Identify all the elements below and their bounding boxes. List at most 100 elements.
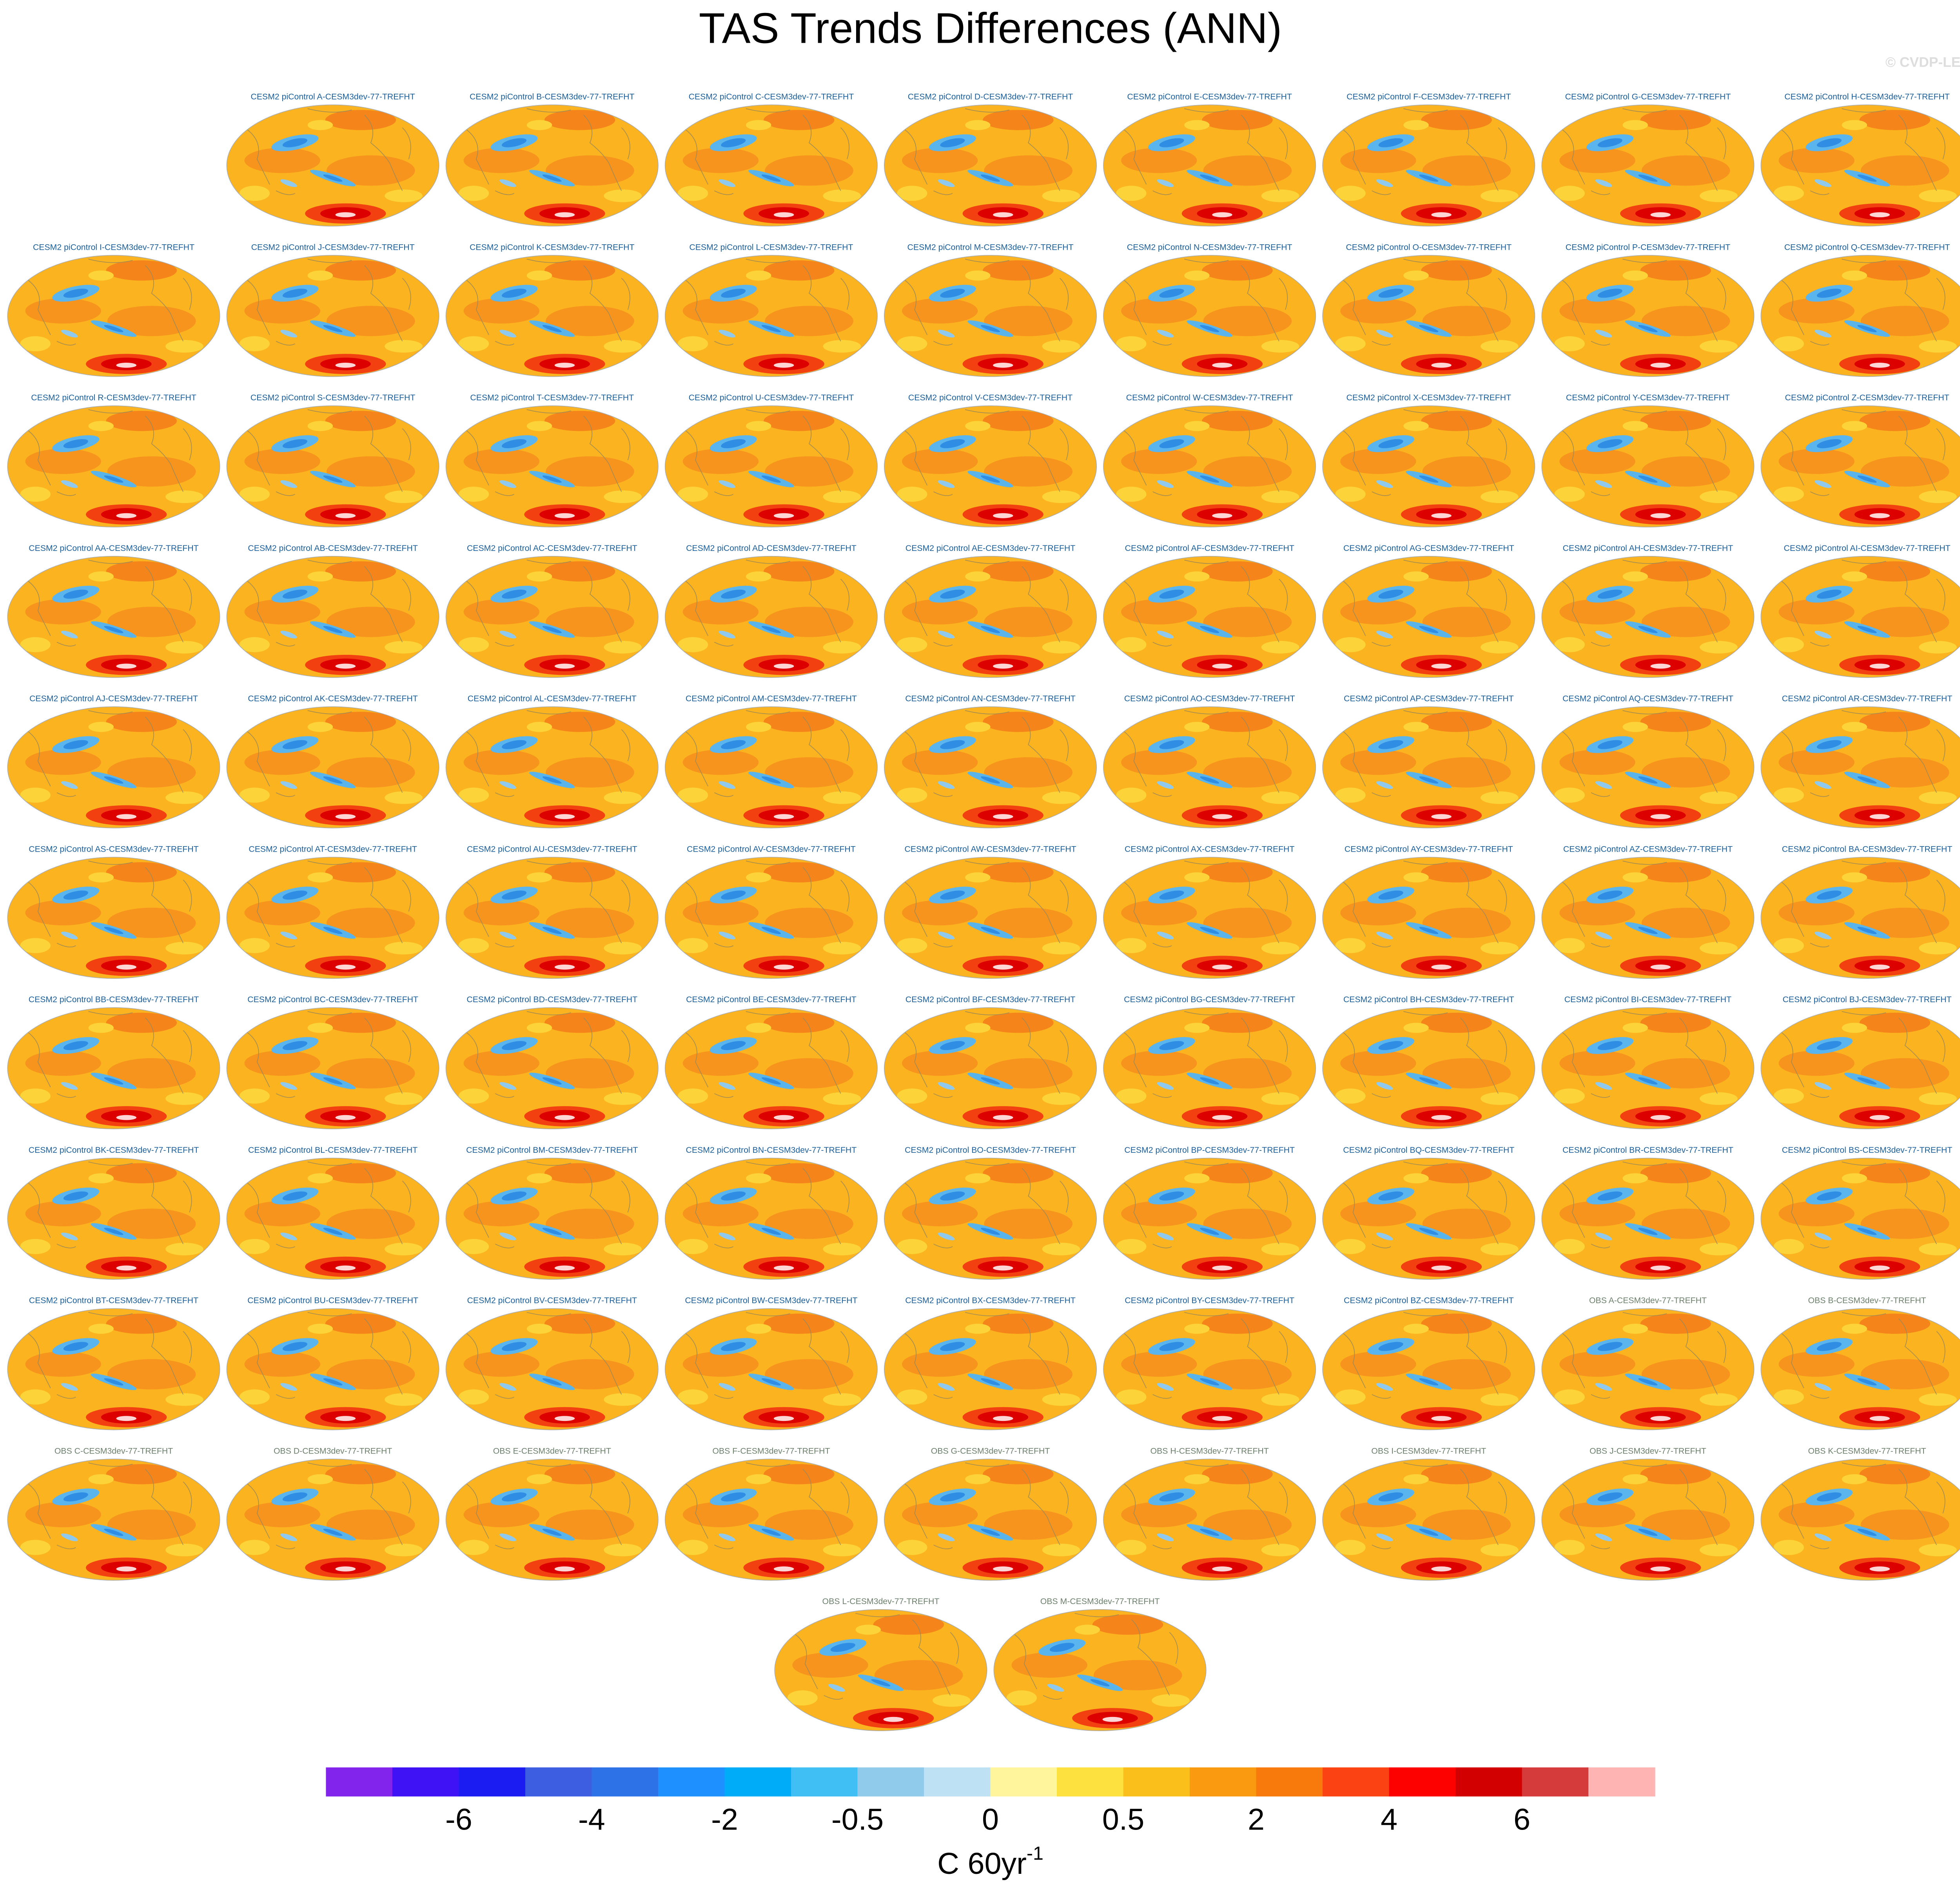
map-panel <box>883 1458 1098 1582</box>
colorbar-box <box>791 1767 858 1797</box>
map-panel <box>1760 104 1960 227</box>
panel-label: OBS J-CESM3dev-77-TREFHT <box>1590 1446 1706 1455</box>
panel-label: CESM2 piControl BD-CESM3dev-77-TREFHT <box>466 995 637 1004</box>
map-panel <box>6 705 221 829</box>
panel-label: CESM2 piControl BI-CESM3dev-77-TREFHT <box>1564 995 1731 1004</box>
colorbar-tick-label: 6 <box>1514 1803 1530 1837</box>
title: TAS Trends Differences (ANN) <box>699 4 1282 52</box>
map-panel <box>225 555 440 679</box>
panel-label: CESM2 piControl J-CESM3dev-77-TREFHT <box>251 242 415 252</box>
map-panel <box>664 1307 878 1431</box>
map-panel <box>225 1157 440 1281</box>
panel-label: CESM2 piControl R-CESM3dev-77-TREFHT <box>31 393 196 402</box>
map-panel <box>1321 1157 1536 1281</box>
panel-label: CESM2 piControl BQ-CESM3dev-77-TREFHT <box>1343 1145 1514 1155</box>
panel-label: OBS M-CESM3dev-77-TREFHT <box>1040 1597 1160 1606</box>
map-panel <box>445 705 659 829</box>
map-panel <box>1760 1307 1960 1431</box>
panel-label: CESM2 piControl AX-CESM3dev-77-TREFHT <box>1125 844 1294 854</box>
map-panel <box>1102 1458 1317 1582</box>
map-panel <box>1321 705 1536 829</box>
panel-label: CESM2 piControl AU-CESM3dev-77-TREFHT <box>467 844 637 854</box>
panel-label: CESM2 piControl AD-CESM3dev-77-TREFHT <box>686 543 857 553</box>
map-panel <box>1102 1157 1317 1281</box>
panel-label: OBS K-CESM3dev-77-TREFHT <box>1808 1446 1926 1455</box>
colorbar-box <box>990 1767 1057 1797</box>
panel-label: CESM2 piControl BG-CESM3dev-77-TREFHT <box>1124 995 1295 1004</box>
map-panel <box>664 1458 878 1582</box>
map-panel <box>1321 1007 1536 1130</box>
panel-label: CESM2 piControl BH-CESM3dev-77-TREFHT <box>1343 995 1514 1004</box>
colorbar-box <box>1057 1767 1124 1797</box>
map-panel <box>664 705 878 829</box>
panel-label: CESM2 piControl BE-CESM3dev-77-TREFHT <box>686 995 857 1004</box>
colorbar-tick-label: -0.5 <box>831 1803 884 1837</box>
map-panel <box>1541 856 1755 980</box>
panel-label: CESM2 piControl BF-CESM3dev-77-TREFHT <box>906 995 1075 1004</box>
panel-label: CESM2 piControl BW-CESM3dev-77-TREFHT <box>685 1296 857 1305</box>
panel-label: CESM2 piControl B-CESM3dev-77-TREFHT <box>470 92 634 102</box>
map-panel <box>445 254 659 378</box>
panel-label: CESM2 piControl E-CESM3dev-77-TREFHT <box>1127 92 1292 102</box>
panel-label: OBS H-CESM3dev-77-TREFHT <box>1150 1446 1269 1455</box>
panel-label: CESM2 piControl S-CESM3dev-77-TREFHT <box>250 393 415 402</box>
panel-label: CESM2 piControl AH-CESM3dev-77-TREFHT <box>1563 543 1733 553</box>
map-panel <box>1541 705 1755 829</box>
colorbar-tick-label: -4 <box>578 1803 605 1837</box>
panel-label: CESM2 piControl BR-CESM3dev-77-TREFHT <box>1563 1145 1733 1155</box>
map-panel <box>6 856 221 980</box>
map-panel <box>1541 104 1755 227</box>
panel-label: CESM2 piControl BU-CESM3dev-77-TREFHT <box>247 1296 418 1305</box>
map-panel <box>225 405 440 529</box>
panel-label: CESM2 piControl BC-CESM3dev-77-TREFHT <box>247 995 418 1004</box>
map-panel <box>1541 1307 1755 1431</box>
colorbar-box <box>1389 1767 1456 1797</box>
panel-label: OBS I-CESM3dev-77-TREFHT <box>1371 1446 1486 1455</box>
map-panel <box>883 405 1098 529</box>
map-panel <box>664 254 878 378</box>
panel-label: CESM2 piControl AR-CESM3dev-77-TREFHT <box>1782 694 1953 703</box>
panel-label: CESM2 piControl P-CESM3dev-77-TREFHT <box>1566 242 1730 252</box>
panel-label: CESM2 piControl AQ-CESM3dev-77-TREFHT <box>1563 694 1733 703</box>
map-panel <box>6 1007 221 1130</box>
map-panel <box>1760 1007 1960 1130</box>
panel-label: CESM2 piControl AZ-CESM3dev-77-TREFHT <box>1563 844 1733 854</box>
colorbar-units: C 60yr-1 <box>937 1843 1044 1881</box>
map-panel <box>1760 856 1960 980</box>
map-panel <box>445 1458 659 1582</box>
units-exponent: -1 <box>1027 1843 1044 1864</box>
map-panel <box>225 856 440 980</box>
colorbar-tick-label: -2 <box>711 1803 738 1837</box>
map-panel <box>1102 405 1317 529</box>
map-panel <box>883 555 1098 679</box>
colorbar-box <box>326 1767 393 1797</box>
panel-label: CESM2 piControl AC-CESM3dev-77-TREFHT <box>467 543 637 553</box>
map-panel <box>883 254 1098 378</box>
panel-label: CESM2 piControl H-CESM3dev-77-TREFHT <box>1784 92 1950 102</box>
map-panel <box>1321 555 1536 679</box>
colorbar-box <box>1256 1767 1323 1797</box>
panel-label: CESM2 piControl AL-CESM3dev-77-TREFHT <box>468 694 637 703</box>
colorbar-tick-label: -6 <box>445 1803 472 1837</box>
map-panel <box>664 1157 878 1281</box>
map-panel <box>225 1007 440 1130</box>
map-panel <box>1321 856 1536 980</box>
panel-label: CESM2 piControl BT-CESM3dev-77-TREFHT <box>29 1296 198 1305</box>
map-panel <box>445 1307 659 1431</box>
panel-label: CESM2 piControl I-CESM3dev-77-TREFHT <box>33 242 194 252</box>
map-panel <box>1321 104 1536 227</box>
panel-label: CESM2 piControl C-CESM3dev-77-TREFHT <box>689 92 854 102</box>
panel-label: CESM2 piControl O-CESM3dev-77-TREFHT <box>1346 242 1512 252</box>
panel-label: CESM2 piControl M-CESM3dev-77-TREFHT <box>907 242 1074 252</box>
map-panel <box>225 1458 440 1582</box>
panel-label: OBS F-CESM3dev-77-TREFHT <box>712 1446 830 1455</box>
map-panel <box>664 1007 878 1130</box>
colorbar-box <box>1190 1767 1257 1797</box>
panel-label: CESM2 piControl K-CESM3dev-77-TREFHT <box>470 242 634 252</box>
map-panel <box>6 1157 221 1281</box>
panel-label: CESM2 piControl BM-CESM3dev-77-TREFHT <box>466 1145 638 1155</box>
panel-label: OBS D-CESM3dev-77-TREFHT <box>274 1446 392 1455</box>
colorbar-box <box>1323 1767 1390 1797</box>
map-panel <box>6 405 221 529</box>
